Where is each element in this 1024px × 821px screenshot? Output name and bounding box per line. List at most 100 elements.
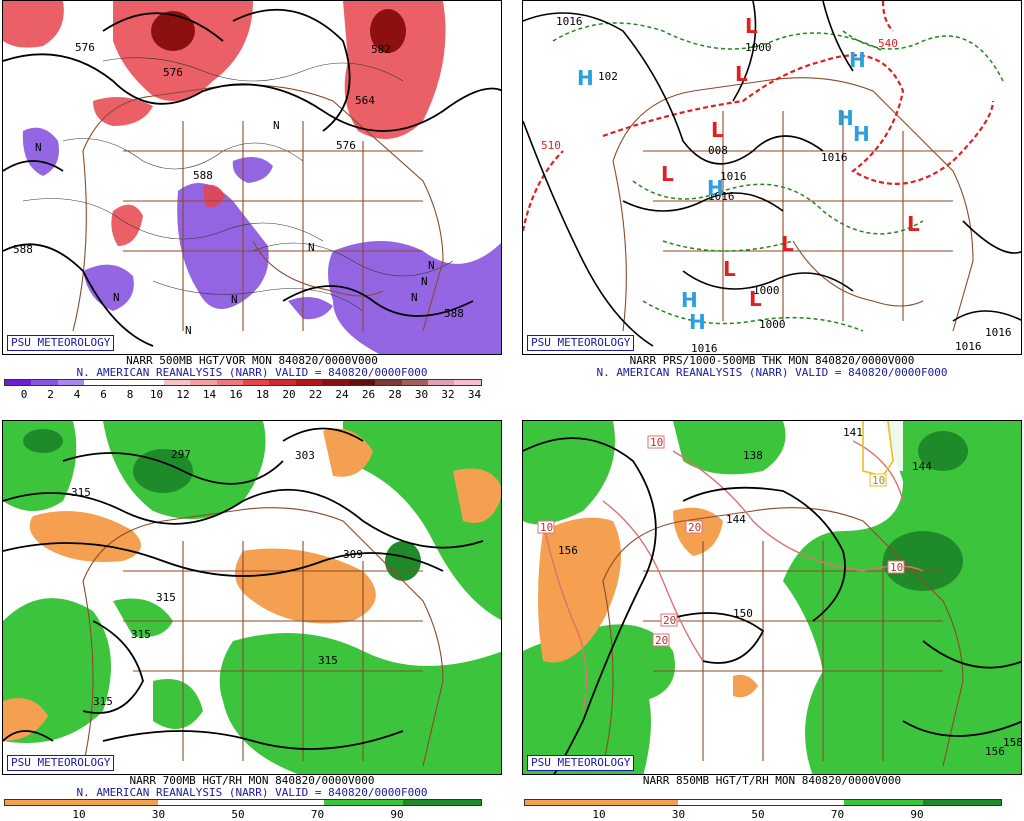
- colorbar-tick-label: 30: [414, 388, 429, 401]
- rh-moist-area: [523, 421, 615, 525]
- contour-label: 156: [558, 544, 578, 557]
- isobar-label: 1000: [745, 41, 772, 54]
- vor-pos-area: [203, 184, 225, 208]
- vor-neg-area: [83, 264, 134, 311]
- panel-500mb-vorticity: 576 576 582 564 576 588 588 588 N N N N …: [2, 0, 502, 401]
- psu-logo: PSU METEOROLOGY: [527, 335, 635, 351]
- contour-label: 141: [843, 426, 863, 439]
- colorbar-tick-label: 16: [229, 388, 243, 401]
- map-title: NARR 850MB HGT/T/RH MON 840820/0000V000: [642, 774, 902, 787]
- map-title: NARR 500MB HGT/VOR MON 840820/0000V000: [126, 354, 378, 367]
- high-pressure-marker: H: [681, 288, 698, 312]
- contour-label: 150: [733, 607, 753, 620]
- map-subtitle: N. AMERICAN REANALYSIS (NARR) VALID = 84…: [596, 366, 948, 379]
- high-pressure-marker: H: [577, 66, 594, 90]
- map-subtitle: N. AMERICAN REANALYSIS (NARR) VALID = 84…: [76, 786, 428, 799]
- panel-850mb-temp-rh: 141 138 144 156 150 144 156 158 10 10 20…: [522, 420, 1022, 821]
- colorbar-tick-label: 14: [202, 388, 217, 401]
- vor-min-label: N: [273, 119, 280, 132]
- vor-pos-area: [93, 97, 153, 126]
- isobar-label: 1016: [955, 340, 982, 353]
- vor-neg-area: [177, 183, 269, 309]
- colorbar-tick-label: 24: [335, 388, 349, 401]
- rh-moist-area: [219, 633, 501, 774]
- vor-max: [151, 11, 195, 51]
- colorbar-tick-label: 0: [20, 388, 28, 401]
- colorbar-tick-label: 30: [671, 808, 686, 821]
- rh-dry-area: [453, 468, 501, 523]
- low-pressure-marker: L: [661, 162, 674, 186]
- psu-logo: PSU METEOROLOGY: [7, 755, 115, 771]
- vor-min-label: N: [411, 291, 418, 304]
- colorbar-tick-label: 32: [441, 388, 455, 401]
- colorbar-tick-label: 10: [72, 808, 86, 821]
- colorbar-ticks: 0 2 4 6 8 10 12 14 16 18 20 22 24 26 28 30 32 34: [2, 388, 502, 401]
- low-pressure-marker: L: [723, 257, 736, 281]
- vor-neg-area: [232, 157, 273, 183]
- contour-label: 588: [444, 307, 464, 320]
- isotherm-label: 20: [663, 614, 676, 627]
- isotherm-label: 20: [655, 634, 668, 647]
- colorbar-tick-label: 12: [176, 388, 190, 401]
- rh-moist-area: [783, 421, 1021, 774]
- colorbar-tick-label: 28: [388, 388, 402, 401]
- vor-max: [370, 9, 406, 53]
- contour-label: 315: [131, 628, 151, 641]
- vor-min-label: N: [308, 241, 315, 254]
- contour-label: 588: [193, 169, 213, 182]
- psu-logo: PSU METEOROLOGY: [7, 335, 115, 351]
- contour-label: 297: [171, 448, 191, 461]
- contour-label: 564: [355, 94, 375, 107]
- rh-dry-area: [3, 698, 48, 741]
- contour-label: 582: [371, 43, 391, 56]
- isobar-label: 1016: [821, 151, 848, 164]
- vor-pos-area: [111, 204, 143, 246]
- rh-moist-area: [673, 421, 786, 475]
- map-pressure-thickness: 1016 102 1000 540 510 008 1016 1016 1016…: [522, 0, 1022, 355]
- isobar-label: 1016: [691, 342, 718, 355]
- rh-moist-area: [113, 598, 173, 637]
- vorticity-colorbar: [4, 379, 482, 386]
- vor-pos-area: [3, 1, 64, 48]
- colorbar-tick-label: 90: [390, 808, 404, 821]
- contour-label: 303: [295, 449, 315, 462]
- colorbar-tick-label: 10: [149, 388, 164, 401]
- colorbar-tick-label: 22: [308, 388, 323, 401]
- vor-min-label: N: [231, 293, 238, 306]
- high-pressure-marker: H: [837, 106, 854, 130]
- low-pressure-marker: L: [749, 287, 762, 311]
- contour-label: 576: [336, 139, 356, 152]
- isobar-label: 1016: [708, 190, 735, 203]
- contour-label: 315: [156, 591, 176, 604]
- colorbar-tick-label: 18: [255, 388, 270, 401]
- vor-min-label: N: [428, 259, 435, 272]
- psu-logo: PSU METEOROLOGY: [527, 755, 635, 771]
- panel-pressure-thickness: 1016 102 1000 540 510 008 1016 1016 1016…: [522, 0, 1022, 400]
- thickness-label: 540: [878, 37, 898, 50]
- high-pressure-marker: H: [689, 310, 706, 334]
- colorbar-tick-label: 70: [830, 808, 845, 821]
- isobar-label: 1000: [753, 284, 780, 297]
- low-pressure-marker: L: [781, 232, 794, 256]
- high-pressure-marker: H: [853, 122, 870, 146]
- vor-pos-area: [343, 1, 446, 139]
- isobar-label: 008: [708, 144, 728, 157]
- colorbar-ticks: 10 30 50 70 90: [522, 808, 1022, 821]
- rh-moist-area: [583, 624, 675, 701]
- low-pressure-marker: L: [711, 118, 724, 142]
- vor-min-label: N: [421, 275, 428, 288]
- isobar-label: 102: [598, 70, 618, 83]
- thickness-label: 510: [541, 139, 561, 152]
- contour-label: 576: [75, 41, 95, 54]
- high-pressure-marker: H: [849, 48, 866, 72]
- colorbar-tick-label: 90: [910, 808, 924, 821]
- colorbar-tick-label: 20: [282, 388, 296, 401]
- rh-dry-area: [733, 674, 758, 698]
- colorbar-tick-label: 34: [467, 388, 482, 401]
- rh-dry-area: [29, 511, 142, 562]
- low-pressure-marker: L: [907, 212, 920, 236]
- map-title: NARR PRS/1000-500MB THK MON 840820/0000V…: [629, 354, 915, 367]
- panel-700mb-rh: 297 303 315 309 315 315 315 315 PSU METE…: [2, 420, 502, 821]
- colorbar-tick-label: 8: [126, 388, 134, 401]
- colorbar-tick-label: 70: [310, 808, 325, 821]
